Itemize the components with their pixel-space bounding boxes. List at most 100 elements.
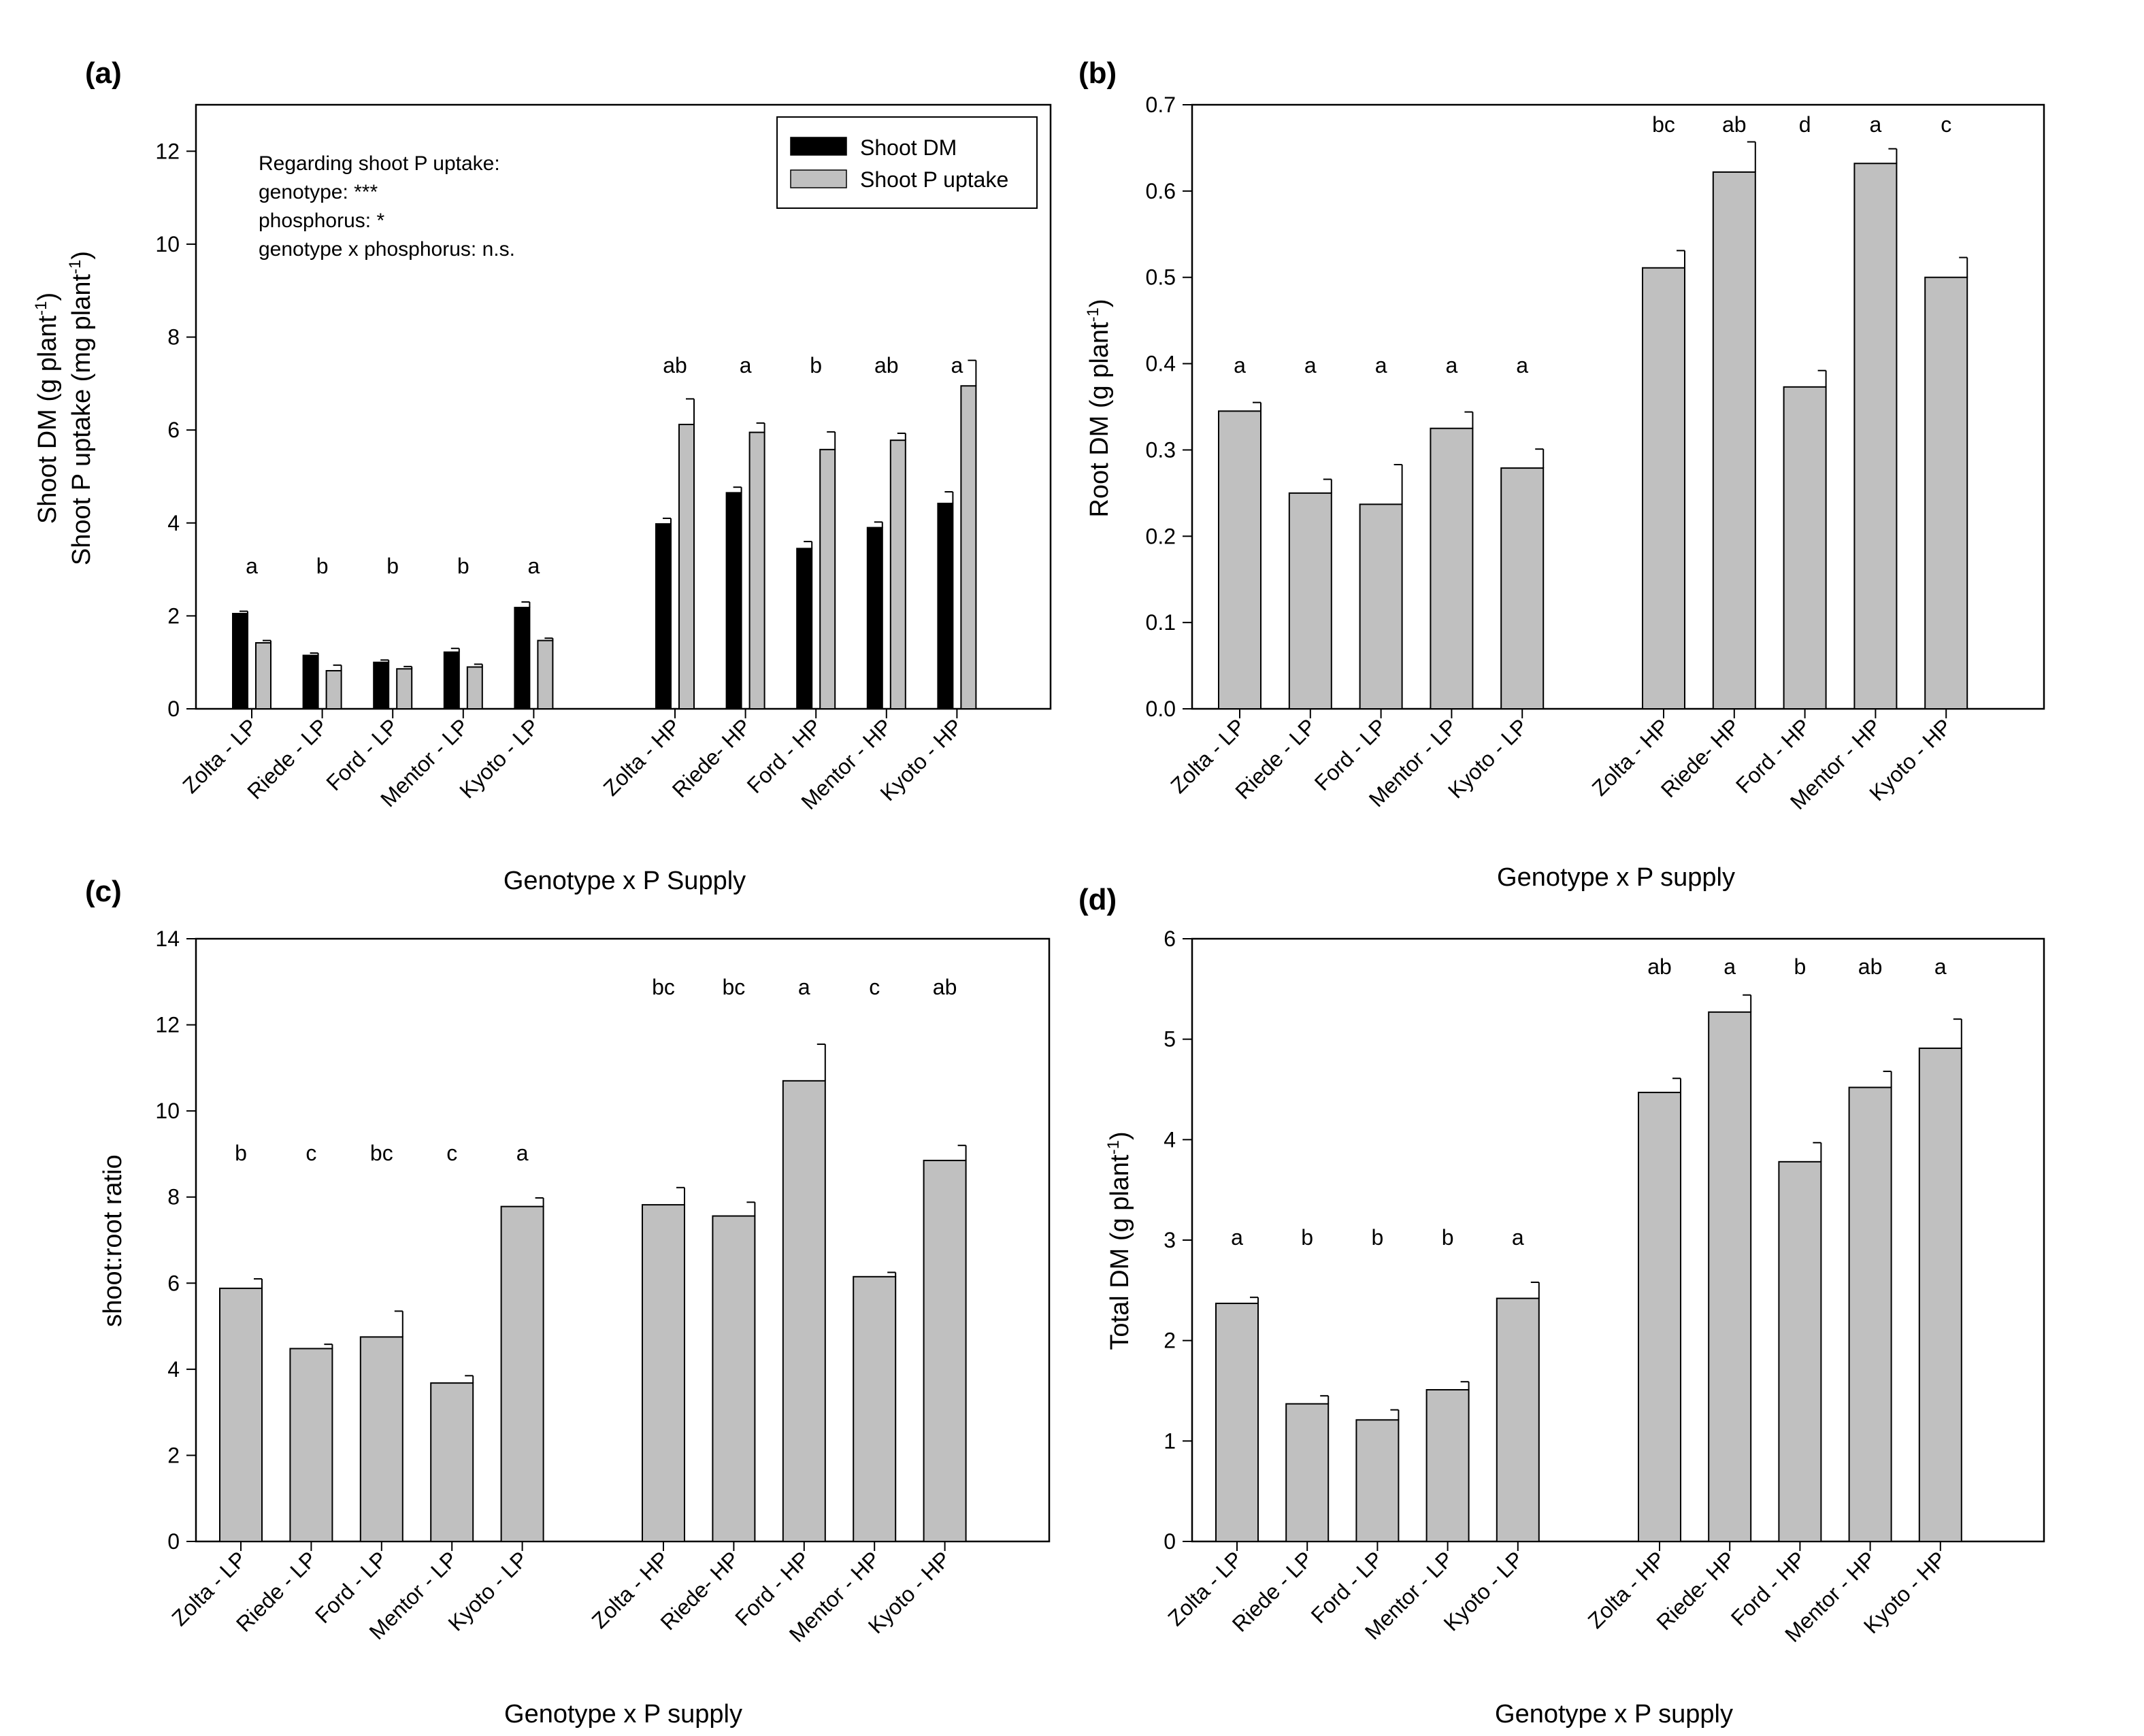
panel-label: (d) [1078,883,1117,916]
significance-letters: b c bc c abc bc a c ab [235,975,957,1165]
plot-frame [1191,103,2045,710]
significance-letter: bc [1652,112,1675,137]
annotation-line: genotype x phosphorus: n.s. [259,238,515,261]
y-tick-label: 10 [155,232,180,256]
y-axis-title: Root DM (g plant-1) [1084,299,1114,517]
y-tick-label: 3 [1164,1228,1176,1252]
significance-letter: a [1934,954,1947,979]
y-tick-label: 0 [167,697,180,721]
bar [1712,171,1756,710]
y-tick-label: 12 [155,139,180,163]
x-axis-title: Genotype x P supply [504,1700,742,1729]
bar [889,439,906,710]
y-tick-label: 6 [1164,927,1176,951]
significance-letter: a [1375,353,1387,378]
bar [514,607,531,710]
y-axis-title: Total DM (g plant-1) [1104,1131,1134,1350]
significance-letters: a a a a a bc ab d a c [1234,112,1951,378]
bar [1288,492,1332,710]
bar [655,523,672,710]
bar [1848,1086,1892,1542]
y-tick-label: 0 [1164,1529,1176,1554]
panel-label: (b) [1078,56,1117,90]
legend-entry: Shoot DM [860,135,957,160]
significance-letter: b [1372,1225,1384,1250]
legend: Shoot DM Shoot P uptake [776,116,1038,209]
y-tick-label: 12 [155,1013,180,1037]
y-tick-label: 4 [167,1357,180,1382]
y-tick-label: 6 [167,1271,180,1295]
y-axis-title-line2: Shoot P uptake (mg plant-1) [66,251,96,565]
x-axis-title: Genotype x P supply [1497,863,1735,892]
bar [1778,1161,1822,1542]
bar [1215,1303,1259,1543]
significance-letter: a [798,975,810,999]
bar [796,548,813,710]
significance-letter: a [516,1141,529,1165]
significance-letter: a [951,353,963,378]
significance-letter: bc [370,1141,393,1165]
plot-frame [195,103,1052,710]
plot-frame [195,937,1051,1543]
significance-letter: a [528,554,540,578]
legend-swatch-shoot-p-uptake [790,169,847,188]
bar-series [232,359,977,710]
y-tick-label: 8 [167,1185,180,1209]
y-tick-label: 14 [155,927,180,951]
bar [443,651,460,710]
bar [232,612,248,710]
bar [255,642,271,710]
significance-letter: bc [723,975,746,999]
legend-swatch-shoot-dm [790,137,847,156]
significance-letter: a [1512,1225,1524,1250]
bar [1500,467,1545,710]
bar [302,654,319,710]
panel-b: (b) 0.0 0.1 0.2 0.3 0.4 0.5 0.6 0.7 Zolta - LPR… [1078,56,2045,892]
significance-letter: b [316,554,329,578]
bar-series [1218,141,1968,710]
significance-letter: ab [933,975,957,999]
bar [289,1348,333,1542]
significance-letter: a [1516,353,1528,378]
y-tick-label: 6 [167,418,180,442]
significance-letter: b [1442,1225,1454,1250]
bar [819,448,836,710]
y-tick-label: 4 [167,511,180,535]
significance-letter: a [1231,1225,1243,1250]
bar [853,1275,897,1542]
y-axis: 0.0 0.1 0.2 0.3 0.4 0.5 0.6 0.7 [1146,93,1947,721]
significance-letter: a [1304,353,1317,378]
y-tick-label: 0 [167,1529,180,1554]
bar [219,1287,263,1542]
legend-box [776,116,1038,209]
annotation-line: phosphorus: * [259,210,384,232]
bar [1708,1011,1752,1542]
bar [1642,267,1685,710]
y-tick-label: 1 [1164,1429,1176,1453]
significance-letter: ab [1722,112,1747,137]
bar [1285,1403,1330,1543]
significance-letter: ab [663,353,687,378]
bar [1496,1297,1540,1542]
bar [642,1204,685,1542]
y-tick-label: 0.3 [1146,437,1176,462]
bar [1425,1389,1470,1542]
y-axis: 0 2 4 6 8 10 12 [155,139,958,721]
significance-letter: b [1301,1225,1313,1250]
bar [782,1080,826,1543]
significance-letters: a b b b aab a b ab a [1231,954,1947,1250]
significance-letter: b [386,554,399,578]
y-axis-title: shoot:root ratio [99,1154,127,1326]
y-tick-label: 0.6 [1146,179,1176,203]
significance-letter: ab [1647,954,1672,979]
bar [1918,1047,1962,1542]
y-tick-label: 0.1 [1146,610,1176,635]
significance-letter: a [1870,112,1882,137]
